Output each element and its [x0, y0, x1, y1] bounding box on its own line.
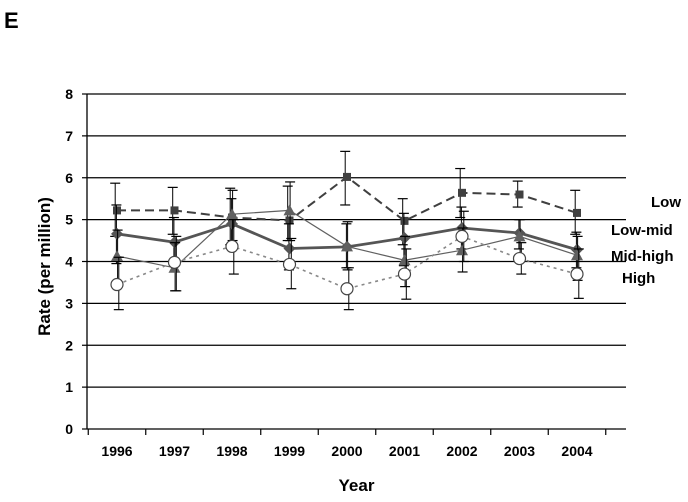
data-point	[341, 240, 353, 252]
x-tick-label: 2001	[389, 443, 420, 459]
x-axis-title: Year	[339, 476, 375, 495]
gridlines	[87, 93, 626, 388]
series-low	[110, 150, 581, 246]
data-point	[456, 244, 468, 256]
series-low-mid	[111, 198, 583, 271]
data-point	[226, 217, 238, 230]
data-point	[340, 282, 354, 296]
legend-label-low-mid: Low-mid	[611, 222, 673, 239]
legend-label-high: High	[622, 270, 655, 287]
data-point	[225, 239, 239, 254]
x-tick-label: 1998	[216, 443, 247, 459]
x-tick-label: 1999	[274, 443, 305, 459]
series-line	[116, 235, 578, 290]
data-point	[397, 267, 412, 281]
y-tick-label: 3	[65, 295, 73, 311]
data-point	[283, 242, 296, 255]
series-line	[117, 175, 578, 223]
x-tick-label: 2000	[331, 443, 362, 459]
data-point	[110, 277, 124, 292]
data-point	[170, 206, 179, 215]
data-point	[455, 229, 469, 243]
data-point	[282, 257, 297, 272]
data-point	[111, 227, 123, 240]
y-axis-title: Rate (per million)	[35, 197, 54, 336]
y-tick-label: 0	[65, 421, 73, 437]
y-tick-label: 5	[65, 212, 73, 228]
data-point	[570, 267, 584, 281]
series-high	[110, 210, 584, 311]
y-tick-label: 6	[65, 170, 73, 186]
data-point	[343, 172, 351, 181]
data-point	[283, 204, 296, 216]
data-point	[571, 249, 583, 261]
series-mid-high	[111, 181, 583, 292]
x-tick-label: 2003	[504, 443, 535, 459]
data-point	[113, 206, 121, 215]
data-point	[111, 250, 123, 262]
y-tick-label: 7	[65, 128, 73, 144]
x-tick-label: 1997	[159, 443, 190, 459]
data-point	[512, 251, 527, 266]
data-point	[515, 190, 524, 199]
y-tick-label: 4	[65, 254, 73, 270]
x-tick-label: 2004	[561, 443, 592, 459]
data-point	[513, 230, 526, 242]
series-layer	[110, 150, 584, 311]
x-tick-label: 1996	[101, 443, 132, 459]
label-layer: 0 1 2 3 4 5 6 7 8 1996 1997 1998 1999 2000 2001 2002 200…	[35, 86, 681, 495]
data-point	[167, 255, 182, 269]
data-point	[400, 216, 409, 225]
data-point	[285, 216, 294, 225]
legend-label-mid-high: Mid-high	[611, 248, 673, 265]
y-tick-label: 8	[65, 86, 73, 102]
y-tick-label: 2	[65, 337, 73, 353]
data-point	[226, 208, 238, 220]
legend-label-low: Low	[651, 194, 681, 211]
panel-label: E	[4, 8, 19, 33]
y-tick-label: 1	[65, 379, 73, 395]
data-point	[398, 254, 411, 266]
data-point	[398, 232, 411, 245]
axes	[82, 93, 626, 435]
x-tick-label: 2002	[446, 443, 477, 459]
data-point	[458, 188, 466, 197]
data-point	[573, 208, 581, 217]
